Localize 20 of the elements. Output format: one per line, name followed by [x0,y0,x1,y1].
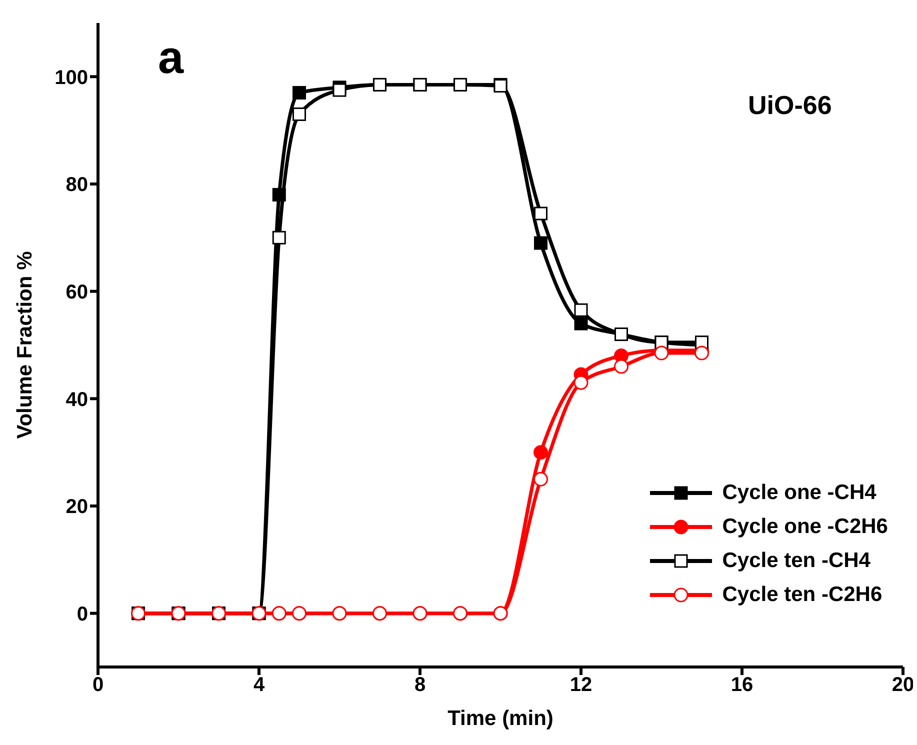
y-tick-label: 60 [66,281,88,304]
x-tick-label: 8 [414,674,426,696]
x-tick-label: 16 [730,674,754,696]
y-tick-label: 40 [66,388,88,411]
y-axis-title: Volume Fraction % [13,250,36,439]
legend-label: Cycle one -C2H6 [722,515,888,539]
y-tick-label: 0 [76,603,88,626]
x-tick-label: 4 [253,674,266,696]
legend-label: Cycle ten -C2H6 [722,583,882,607]
annotation: a [158,30,184,84]
y-tick-label: 80 [66,174,88,196]
x-tick-label: 12 [570,674,592,696]
y-tick-label: 100 [54,66,88,89]
annotation: UiO-66 [748,90,832,121]
x-tick-label: 0 [92,674,104,696]
x-axis-title: Time (min) [448,707,554,730]
x-tick-label: 20 [892,674,914,696]
y-tick-label: 20 [66,496,88,518]
legend-label: Cycle one -CH4 [722,481,876,505]
legend-label: Cycle ten -CH4 [722,549,870,573]
